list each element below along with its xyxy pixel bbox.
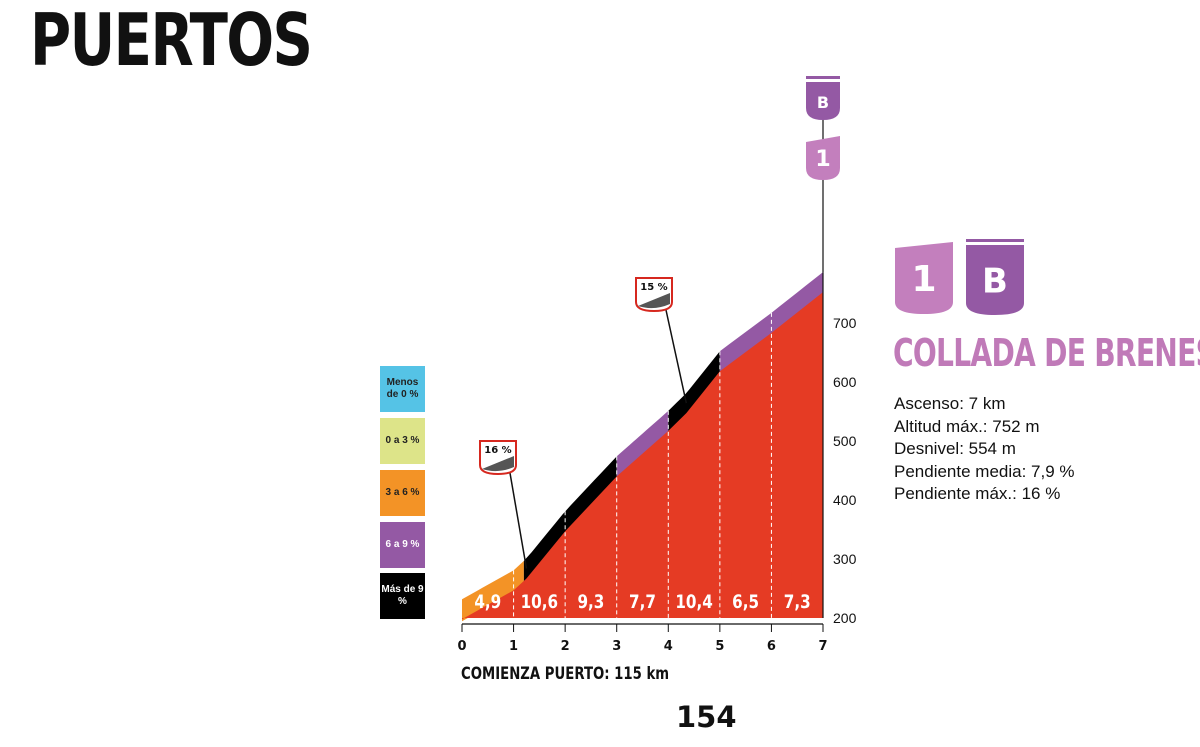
segment-gradient-label: 10,6	[521, 591, 559, 613]
gradient-band-1	[523, 456, 617, 583]
y-tick-label: 300	[833, 551, 857, 567]
shield-cap	[966, 239, 1024, 242]
segment-gradient-label: 9,3	[577, 591, 604, 613]
legend-item-below-0: Menos de 0 %	[380, 366, 425, 412]
shield-shape	[966, 245, 1024, 315]
y-tick-label: 200	[833, 610, 857, 626]
x-tick-label: 5	[715, 639, 724, 654]
x-tick-label: 2	[561, 639, 570, 654]
page-number: 154	[676, 700, 737, 734]
climb-stats: Ascenso: 7 km Altitud máx.: 752 m Desniv…	[894, 393, 1075, 506]
legend-item-above-9: Más de 9 %	[380, 573, 425, 619]
y-tick-label: 700	[833, 315, 857, 331]
shield-label: 1	[911, 259, 936, 300]
marker-pointer-line	[665, 309, 688, 404]
legend-item-0-3: 0 a 3 %	[380, 418, 425, 464]
x-tick-label: 0	[457, 639, 466, 654]
max-gradient-marker: 15 %	[635, 277, 673, 313]
profile-area	[462, 292, 823, 620]
marker-label: 15 %	[640, 282, 667, 293]
marker-label: 16 %	[484, 445, 511, 456]
legend-item-6-9: 6 a 9 %	[380, 522, 425, 568]
summit-category-badge: 1	[806, 136, 840, 180]
category-badge: 1	[895, 242, 953, 314]
gradient-band-2	[616, 410, 669, 479]
segment-gradient-label: 4,9	[474, 591, 501, 613]
gradient-band-0	[462, 560, 524, 622]
x-tick-label: 6	[767, 639, 776, 654]
bonus-badge: B	[966, 239, 1024, 315]
climb-name: COLLADA DE BRENES	[893, 331, 1200, 375]
stat-max-gradient: Pendiente máx.: 16 %	[894, 484, 1061, 503]
shield-label: 1	[815, 147, 830, 172]
y-tick-label: 400	[833, 492, 857, 508]
x-tick-label: 1	[509, 639, 518, 654]
segment-gradient-label: 6,5	[732, 591, 759, 613]
shield-shape	[806, 136, 840, 180]
x-tick-label: 3	[612, 639, 621, 654]
segment-gradient-label: 7,3	[784, 591, 811, 613]
summit-bonus-badge: B	[806, 76, 840, 120]
shield-label: B	[982, 262, 1008, 302]
page-heading: PUERTOS	[30, 0, 313, 82]
marker-slope-icon	[482, 456, 514, 472]
start-label: COMIENZA PUERTO: 115 km	[461, 664, 670, 684]
y-tick-label: 500	[833, 433, 857, 449]
stat-average-gradient: Pendiente media: 7,9 %	[894, 461, 1075, 481]
stat-max-altitude: Altitud máx.: 752 m	[894, 416, 1040, 436]
x-tick-label: 7	[818, 639, 827, 654]
stat-ascent: Ascenso: 7 km	[894, 394, 1006, 413]
segment-gradient-label: 7,7	[629, 591, 656, 613]
x-tick-label: 4	[664, 639, 673, 654]
marker-slope-icon	[638, 293, 670, 309]
max-gradient-marker: 16 %	[479, 440, 517, 476]
shield-shape	[895, 242, 953, 314]
stat-elevation-gain: Desnivel: 554 m	[894, 439, 1016, 458]
legend-item-3-6: 3 a 6 %	[380, 470, 425, 516]
y-tick-label: 600	[833, 374, 857, 390]
segment-gradient-label: 10,4	[675, 591, 713, 613]
marker-pointer-line	[509, 472, 528, 569]
shield-label: B	[817, 93, 829, 112]
gradient-band-3	[668, 351, 720, 433]
shield-shape	[806, 82, 840, 120]
shield-cap	[806, 76, 840, 79]
